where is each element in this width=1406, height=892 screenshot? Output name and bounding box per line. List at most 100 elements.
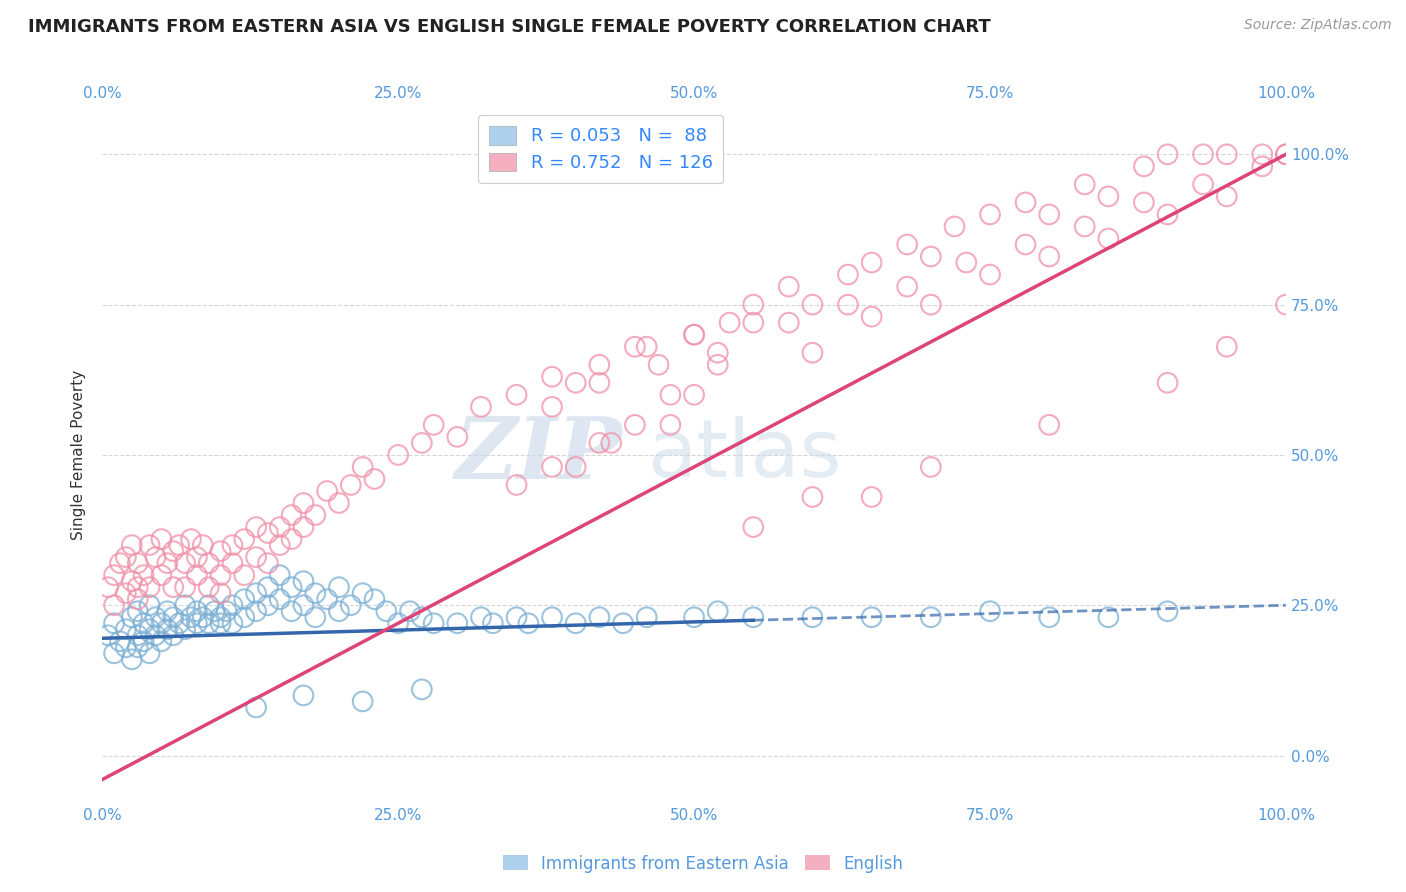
Point [955,255,977,269]
Point [197,616,219,631]
Point [138,598,160,612]
Point [127,628,149,642]
Point [683,610,706,624]
Point [132,568,155,582]
Point [150,568,173,582]
Point [920,610,942,624]
Point [742,316,765,330]
Point [167,616,190,631]
Point [233,592,256,607]
Point [174,598,197,612]
Point [1216,189,1239,203]
Point [328,580,350,594]
Point [1038,250,1060,264]
Point [706,345,728,359]
Point [564,616,586,631]
Point [1275,147,1298,161]
Point [127,556,149,570]
Point [1073,219,1095,234]
Point [860,310,883,324]
Point [269,520,291,534]
Point [132,634,155,648]
Point [860,255,883,269]
Point [245,550,267,565]
Point [340,598,363,612]
Point [801,298,824,312]
Point [411,610,433,624]
Point [1133,195,1156,210]
Point [186,604,208,618]
Point [1192,147,1215,161]
Point [280,580,302,594]
Point [197,556,219,570]
Point [245,586,267,600]
Point [162,580,184,594]
Point [375,604,398,618]
Point [1038,417,1060,432]
Point [636,610,658,624]
Point [292,496,315,510]
Point [127,580,149,594]
Point [209,568,232,582]
Point [197,580,219,594]
Point [422,616,444,631]
Point [470,400,492,414]
Point [446,430,468,444]
Point [245,604,267,618]
Point [340,478,363,492]
Point [103,646,125,660]
Point [920,459,942,474]
Point [517,616,540,631]
Text: atlas: atlas [647,416,841,494]
Legend: Immigrants from Eastern Asia, English: Immigrants from Eastern Asia, English [496,848,910,880]
Point [659,417,682,432]
Point [778,316,800,330]
Point [269,592,291,607]
Point [718,316,741,330]
Point [541,369,564,384]
Point [1156,207,1178,221]
Point [1192,178,1215,192]
Point [1251,159,1274,173]
Point [215,604,238,618]
Point [363,592,385,607]
Point [636,340,658,354]
Point [1097,189,1119,203]
Point [742,610,765,624]
Point [1038,207,1060,221]
Point [280,532,302,546]
Point [191,538,214,552]
Point [292,689,315,703]
Point [1275,298,1298,312]
Point [132,616,155,631]
Point [683,327,706,342]
Point [191,610,214,624]
Point [233,610,256,624]
Point [588,376,610,390]
Point [304,508,326,522]
Point [801,345,824,359]
Point [979,604,1001,618]
Point [706,358,728,372]
Point [292,520,315,534]
Point [564,459,586,474]
Point [541,610,564,624]
Point [446,616,468,631]
Point [352,459,374,474]
Point [896,237,918,252]
Point [470,610,492,624]
Point [167,538,190,552]
Point [943,219,966,234]
Point [138,580,160,594]
Point [352,586,374,600]
Point [138,538,160,552]
Point [233,532,256,546]
Point [121,538,143,552]
Point [801,610,824,624]
Point [1133,159,1156,173]
Point [186,550,208,565]
Point [683,327,706,342]
Point [145,610,167,624]
Point [138,622,160,636]
Point [245,700,267,714]
